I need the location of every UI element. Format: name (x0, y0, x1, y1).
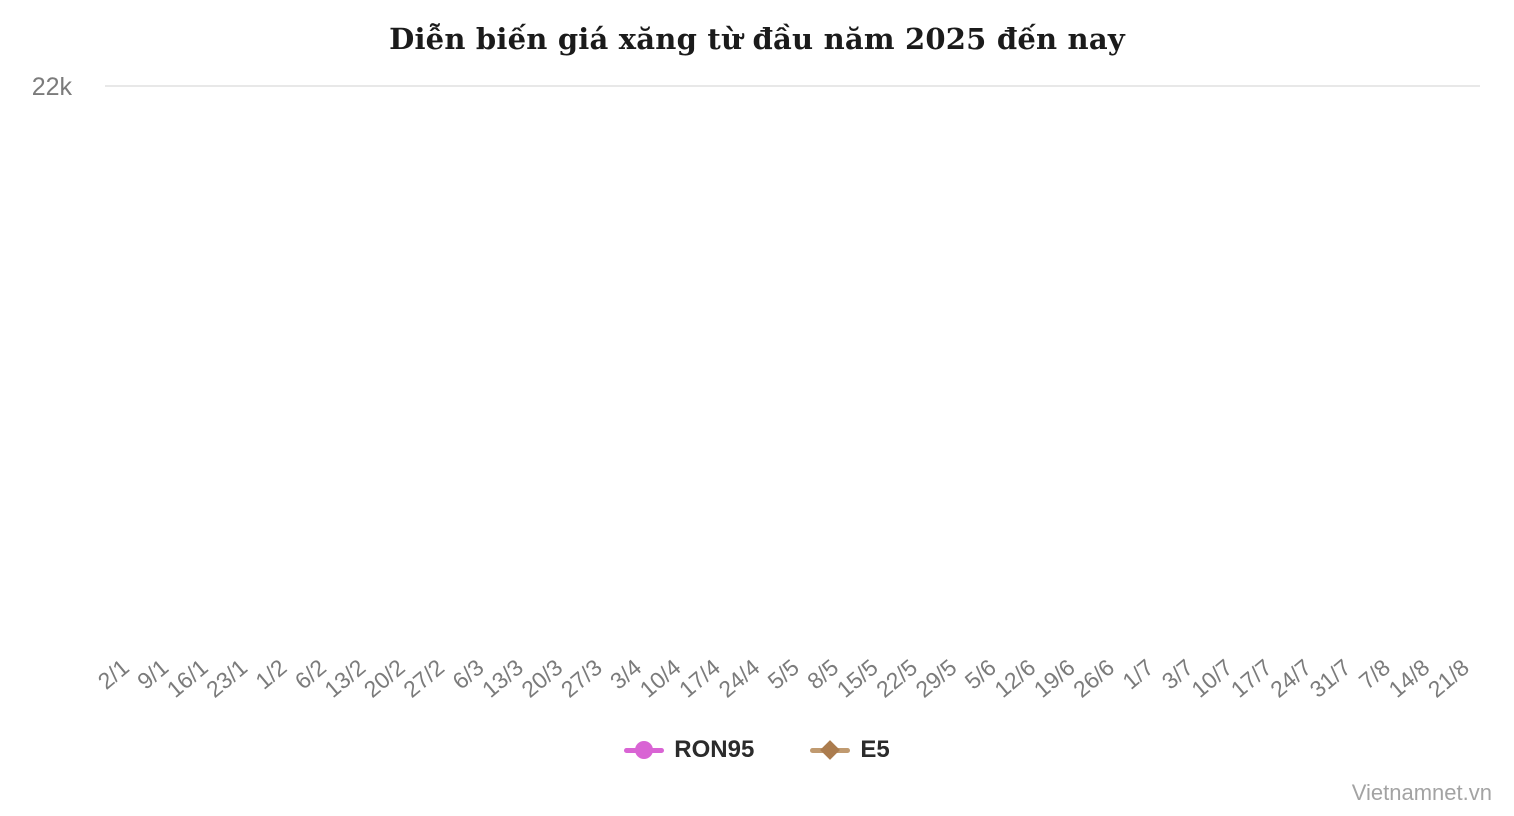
watermark: Vietnamnet.vn (1351, 780, 1492, 805)
x-tick-label: 31/7 (1305, 654, 1356, 703)
legend-label-e5: E5 (860, 736, 890, 763)
x-tick-label: 29/5 (911, 654, 962, 703)
legend-label-ron95: RON95 (674, 736, 755, 763)
x-tick-label: 1/7 (1117, 654, 1158, 694)
x-tick-label: 21/8 (1423, 654, 1474, 703)
x-tick-label: 24/4 (713, 654, 764, 703)
y-tick-label: 22k (32, 73, 73, 101)
legend-item-e5[interactable]: E5 (810, 736, 890, 764)
x-tick-label: 1/2 (250, 654, 291, 694)
e5-diamond-marker-icon (810, 739, 851, 761)
chart-legend: RON95 E5 (0, 736, 1514, 764)
x-tick-label: 23/1 (201, 654, 252, 703)
chart-title: Diễn biến giá xăng từ đầu năm 2025 đến n… (389, 22, 1125, 56)
x-tick-label: 2/1 (93, 654, 134, 694)
x-tick-label: 26/6 (1068, 654, 1119, 703)
x-tick-label: 27/3 (556, 654, 607, 703)
x-tick-label: 5/5 (763, 654, 804, 694)
legend-item-ron95[interactable]: RON95 (624, 736, 754, 764)
ron95-circle-marker-icon (624, 739, 665, 761)
x-tick-label: 27/2 (398, 654, 449, 703)
